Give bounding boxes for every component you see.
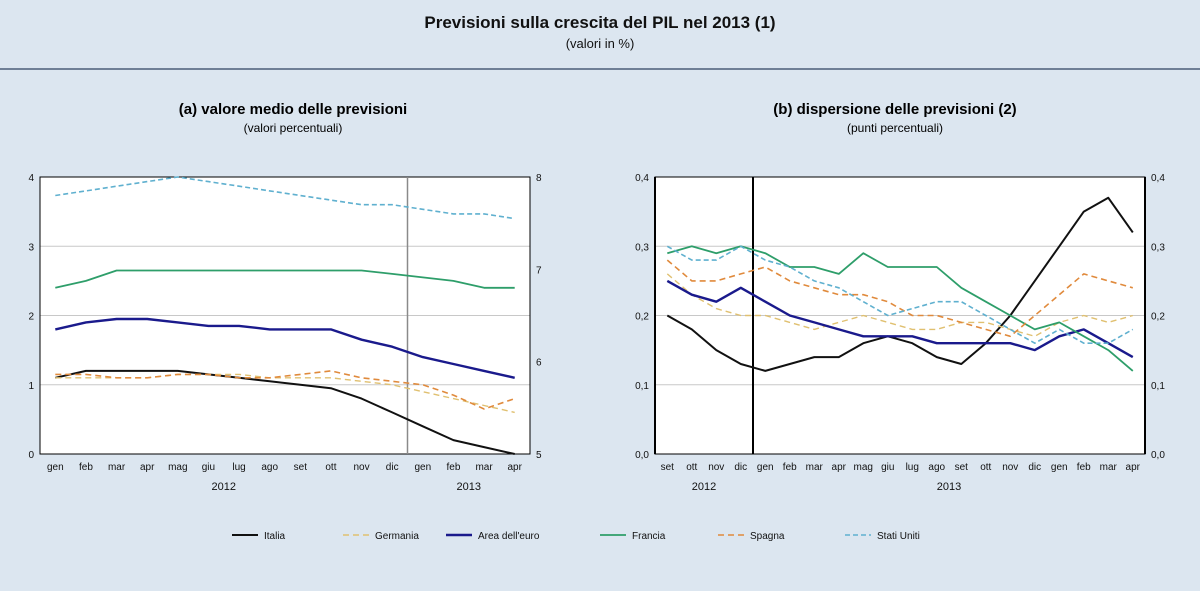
page-title: Previsioni sulla crescita del PIL nel 20… (424, 13, 776, 32)
panel-b-xtick: nov (708, 462, 724, 473)
panel-a-xtick: apr (507, 462, 522, 473)
panel-a-xtick: dic (386, 462, 399, 473)
panel-a-xtick: gen (414, 462, 431, 473)
panel-b-xtick: feb (783, 462, 797, 473)
panel-b-xtick: ott (686, 462, 697, 473)
panel-a-subtitle: (valori percentuali) (244, 121, 343, 135)
panel-a-xtick: giu (202, 462, 215, 473)
panel-a-series-italia (55, 369, 515, 455)
panel-b-xtick: set (955, 462, 969, 473)
panel-b-ytick-left: 0,3 (635, 242, 649, 253)
panel-b-title: (b) dispersione delle previsioni (2) (773, 101, 1016, 118)
panel-a-xtick: mar (475, 462, 493, 473)
legend-label-francia: Francia (632, 531, 666, 542)
panel-a-xtick: ott (325, 462, 336, 473)
panel-b-xtick: gen (757, 462, 774, 473)
panel-b-ytick-right: 0,1 (1151, 381, 1165, 392)
panel-b-year-label: 2013 (937, 481, 961, 493)
panel-b-xtick: ago (928, 462, 945, 473)
panel-a-xtick: lug (232, 462, 245, 473)
chart-area: (a) valore medio delle previsioni (valor… (28, 101, 1165, 542)
panel-a-xtick: feb (446, 462, 460, 473)
panel-a-series-germania (55, 373, 515, 414)
panel-b-ytick-left: 0,0 (635, 450, 649, 461)
panel-b-xtick: ott (980, 462, 991, 473)
panel-a-series-stati-uniti (55, 176, 515, 220)
panel-a-xtick: mag (168, 462, 187, 473)
panel-b-ytick-left: 0,1 (635, 381, 649, 392)
panel-b-series-francia (667, 245, 1134, 372)
legend-label-spagna: Spagna (750, 531, 785, 542)
panel-a-ytick-left: 1 (28, 381, 34, 392)
panel-b-series-germania (666, 273, 1133, 337)
panel-a-year-label: 2012 (212, 481, 236, 493)
panel-a-xtick: apr (140, 462, 155, 473)
panel-b-xtick: dic (734, 462, 747, 473)
panel-a-ytick-left: 2 (28, 312, 34, 323)
panel-a-ytick-left: 4 (28, 173, 34, 184)
panel-a-ytick-left: 0 (28, 450, 34, 461)
panel-b-year-label: 2012 (692, 481, 716, 493)
panel-b-series-italia (666, 196, 1134, 372)
panel-b-ytick-right: 0,4 (1151, 173, 1165, 184)
panel-b-xtick: dic (1028, 462, 1041, 473)
panel-a-title: (a) valore medio delle previsioni (179, 101, 407, 118)
panel-a-ytick-right: 6 (536, 358, 542, 369)
panel-b-xtick: feb (1077, 462, 1091, 473)
legend: Italia Germania Area dell'euro Francia Spagn… (232, 531, 920, 542)
panel-a-ytick-right: 7 (536, 265, 542, 276)
panel-b-series-spagna (666, 259, 1134, 338)
panel-b-ytick-right: 0,0 (1151, 450, 1165, 461)
panel-b-xtick: set (661, 462, 675, 473)
panel-b-xtick: lug (906, 462, 919, 473)
panel-a-ytick-right: 5 (536, 450, 542, 461)
panel-b-ytick-right: 0,2 (1151, 312, 1165, 323)
panel-b-xtick: mar (806, 462, 824, 473)
legend-label-germania: Germania (375, 531, 419, 542)
panel-a-plot: 0 1 2 3 4 5 6 7 8 gen feb mar apr mag giu lug ago set ott n… (28, 173, 542, 493)
panel-a-frame (39, 176, 531, 455)
panel-b-series-area-dell-euro (666, 279, 1134, 359)
panel-a-xtick: mar (108, 462, 126, 473)
panel-a-xtick: nov (354, 462, 370, 473)
page-subtitle: (valori in %) (565, 36, 635, 51)
panel-a-ytick-right: 8 (536, 173, 542, 184)
panel-b-xtick: apr (832, 462, 847, 473)
panel-b-xtick: apr (1126, 462, 1141, 473)
panel-a-year-label: 2013 (457, 481, 481, 493)
panel-b-xtick: gen (1051, 462, 1068, 473)
panel-b-subtitle: (punti percentuali) (847, 121, 943, 135)
panel-b-xtick: nov (1002, 462, 1018, 473)
panel-a-xtick: ago (261, 462, 278, 473)
panel-b-ytick-left: 0,4 (635, 173, 649, 184)
panel-a-series-francia (55, 269, 515, 289)
title-block: Previsioni sulla crescita del PIL nel 20… (0, 0, 1200, 70)
panel-b-xtick: giu (881, 462, 894, 473)
panel-b-ytick-right: 0,3 (1151, 242, 1165, 253)
panel-b-xtick: mar (1100, 462, 1118, 473)
panel-b-series-stati-uniti (666, 245, 1134, 345)
panel-a-ytick-left: 3 (28, 242, 34, 253)
panel-a-series-area-dell-euro (55, 317, 515, 379)
legend-label-stati-uniti: Stati Uniti (877, 531, 920, 542)
panel-a-xtick: gen (47, 462, 64, 473)
panel-b-xtick: mag (854, 462, 873, 473)
legend-label-italia: Italia (264, 531, 286, 542)
panel-b-ytick-left: 0,2 (635, 312, 649, 323)
legend-label-area-dell-euro: Area dell'euro (478, 531, 540, 542)
panel-a-series-spagna (55, 370, 515, 410)
panel-a-xtick: feb (79, 462, 93, 473)
panel-a-xtick: set (294, 462, 308, 473)
